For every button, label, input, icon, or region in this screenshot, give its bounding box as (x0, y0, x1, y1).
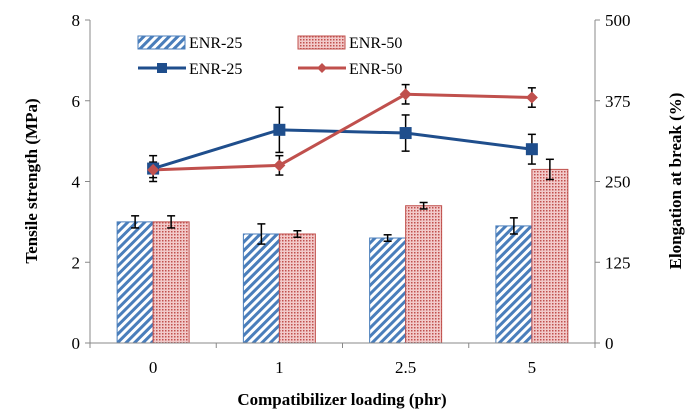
bar-error-enr-50-0 (167, 215, 176, 229)
bar-enr-50-2 (405, 205, 443, 344)
point-enr-25-3 (525, 143, 538, 156)
axes (85, 19, 600, 348)
legend-marker-enr25 (157, 63, 167, 73)
y-tick-label-right: 125 (605, 253, 631, 272)
legend-label-bar-enr25: ENR-25 (189, 35, 242, 52)
bar-enr-25-0 (116, 221, 154, 344)
legend-swatch-bar-enr25 (137, 35, 186, 50)
legend-label-line-enr25: ENR-25 (189, 61, 242, 78)
y-axis-title-left: Tensile strength (MPa) (22, 98, 41, 263)
y-tick-label-right: 250 (605, 173, 631, 192)
bar-error-enr-25-0 (131, 215, 140, 229)
point-enr-25-2 (399, 127, 412, 140)
legend-label-line-enr50: ENR-50 (349, 61, 402, 78)
markers-layer (147, 88, 538, 176)
bar-enr-25-3 (495, 225, 533, 344)
bar-enr-25-1 (242, 233, 280, 344)
bar-error-bars (131, 158, 554, 245)
y-tick-label-left: 4 (72, 173, 81, 192)
legend: ENR-25 ENR-50 ENR-25 ENR-50 (137, 35, 402, 78)
plot-area (116, 83, 569, 344)
lines-layer (152, 92, 533, 172)
bar-error-enr-50-1 (293, 230, 302, 238)
line-enr-25 (152, 128, 533, 171)
x-tick-label: 2.5 (395, 358, 416, 377)
point-enr-50-1 (273, 159, 286, 172)
bar-enr-50-3 (531, 168, 569, 344)
bar-error-enr-25-1 (257, 223, 266, 245)
y-axis-title-right: Elongation at break (%) (666, 93, 685, 270)
bar-enr-50-0 (152, 221, 190, 344)
y-tick-label-right: 500 (605, 11, 631, 30)
x-tick-label: 0 (149, 358, 158, 377)
x-tick-label: 5 (528, 358, 537, 377)
legend-marker-enr50 (317, 63, 327, 73)
bar-error-enr-50-2 (419, 201, 428, 210)
x-axis-title: Compatibilizer loading (phr) (237, 390, 446, 409)
bar-error-enr-25-3 (509, 217, 518, 235)
bar-enr-50-1 (278, 233, 316, 344)
tick-labels: 0 2 4 6 8 0 125 250 375 500 0 1 2.5 5 (72, 11, 631, 377)
y-tick-label-right: 0 (605, 334, 614, 353)
x-tick-label: 1 (275, 358, 284, 377)
point-enr-50-3 (525, 91, 538, 104)
point-enr-50-0 (147, 163, 160, 176)
bar-enr-25-2 (369, 237, 407, 344)
y-tick-label-left: 2 (72, 253, 81, 272)
legend-swatch-bar-enr50 (297, 35, 346, 50)
y-tick-label-left: 0 (72, 334, 81, 353)
point-enr-50-2 (399, 88, 412, 101)
bar-error-enr-50-3 (545, 158, 554, 181)
y-tick-label-left: 6 (72, 92, 81, 111)
y-tick-label-left: 8 (72, 11, 81, 30)
bars-layer (116, 168, 569, 344)
y-tick-label-right: 375 (605, 92, 631, 111)
line-enr-50 (153, 92, 532, 172)
point-enr-25-1 (273, 123, 286, 136)
bar-error-enr-25-2 (383, 234, 392, 243)
legend-label-bar-enr50: ENR-50 (349, 35, 402, 52)
